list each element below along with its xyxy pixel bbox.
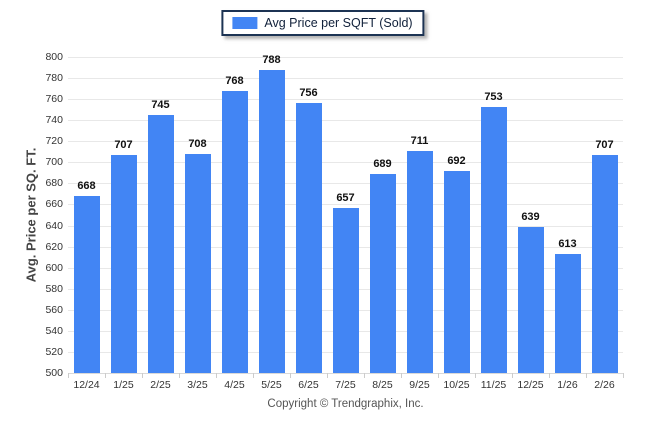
x-axis-tick-label: 4/25 bbox=[224, 379, 245, 391]
bar-value-label: 756 bbox=[299, 87, 318, 100]
bar-8/25 bbox=[369, 173, 396, 373]
y-axis-tick-label: 700 bbox=[45, 156, 63, 169]
y-axis-tick-label: 620 bbox=[45, 240, 63, 253]
bar-value-label: 745 bbox=[151, 98, 170, 111]
x-axis-tick-label: 3/25 bbox=[187, 379, 208, 391]
x-axis-tick-mark bbox=[438, 373, 439, 378]
x-axis-tick-label: 5/25 bbox=[261, 379, 282, 391]
x-axis-tick-mark bbox=[586, 373, 587, 378]
bar-6/25 bbox=[295, 103, 322, 373]
bar-2/26 bbox=[591, 154, 618, 373]
y-axis-tick-label: 520 bbox=[45, 345, 63, 358]
y-axis-tick-label: 660 bbox=[45, 198, 63, 211]
copyright-text: Copyright © Trendgraphix, Inc. bbox=[267, 398, 424, 410]
gridline bbox=[68, 120, 623, 122]
bar-value-label: 707 bbox=[114, 138, 133, 151]
gridline bbox=[68, 99, 623, 101]
bar-10/25 bbox=[443, 170, 470, 373]
bar-value-label: 768 bbox=[225, 74, 244, 87]
y-axis-tick-label: 740 bbox=[45, 114, 63, 127]
gridline bbox=[68, 183, 623, 185]
y-axis-tick-label: 680 bbox=[45, 177, 63, 190]
gridline bbox=[68, 57, 623, 58]
x-axis-tick-label: 8/25 bbox=[372, 379, 393, 391]
legend: Avg Price per SQFT (Sold) bbox=[221, 10, 425, 36]
bar-value-label: 689 bbox=[373, 157, 392, 170]
x-axis-tick-label: 12/25 bbox=[517, 379, 544, 391]
x-axis-tick-label: 12/24 bbox=[73, 379, 100, 391]
bar-1/26 bbox=[554, 253, 581, 373]
x-axis-tick-mark bbox=[401, 373, 402, 378]
x-axis-tick-mark bbox=[549, 373, 550, 378]
x-axis-tick-label: 1/25 bbox=[113, 379, 134, 391]
x-axis-tick-mark bbox=[290, 373, 291, 378]
bar-2/25 bbox=[147, 114, 174, 373]
bar-3/25 bbox=[184, 153, 211, 373]
x-axis-tick-label: 11/25 bbox=[480, 379, 507, 391]
y-axis-tick-label: 560 bbox=[45, 303, 63, 316]
x-axis-tick-mark bbox=[179, 373, 180, 378]
bar-value-label: 657 bbox=[336, 191, 355, 204]
bar-value-label: 753 bbox=[484, 90, 503, 103]
bar-value-label: 711 bbox=[410, 134, 429, 147]
x-axis-tick-label: 9/25 bbox=[409, 379, 430, 391]
bar-5/25 bbox=[258, 69, 285, 373]
bar-value-label: 668 bbox=[77, 180, 96, 193]
x-axis-tick-mark bbox=[512, 373, 513, 378]
x-axis-tick-label: 7/25 bbox=[335, 379, 356, 391]
y-axis-tick-label: 720 bbox=[45, 135, 63, 148]
bar-7/25 bbox=[332, 207, 359, 373]
y-axis-tick-label: 800 bbox=[45, 51, 63, 63]
bar-12/24 bbox=[73, 196, 100, 373]
x-axis-tick-label: 10/25 bbox=[443, 379, 470, 391]
x-axis-tick-mark bbox=[364, 373, 365, 378]
gridline bbox=[68, 204, 623, 206]
x-axis-tick-mark bbox=[68, 373, 69, 378]
x-axis-tick-mark bbox=[253, 373, 254, 378]
bar-value-label: 708 bbox=[188, 137, 207, 150]
x-axis-tick-mark bbox=[327, 373, 328, 378]
x-axis-tick-mark bbox=[475, 373, 476, 378]
bar-9/25 bbox=[406, 150, 433, 373]
x-axis-tick-mark bbox=[216, 373, 217, 378]
bar-1/25 bbox=[110, 154, 137, 373]
y-axis-tick-label: 600 bbox=[45, 261, 63, 274]
x-axis-tick-mark bbox=[105, 373, 106, 378]
x-axis-tick-label: 2/25 bbox=[150, 379, 171, 391]
y-axis-tick-label: 540 bbox=[45, 324, 63, 337]
x-axis-tick-label: 6/25 bbox=[298, 379, 319, 391]
bar-12/25 bbox=[517, 226, 544, 373]
x-axis-tick-label: 1/26 bbox=[557, 379, 578, 391]
legend-label: Avg Price per SQFT (Sold) bbox=[264, 16, 413, 30]
y-axis-tick-label: 580 bbox=[45, 282, 63, 295]
y-axis-tick-label: 760 bbox=[45, 93, 63, 106]
gridline bbox=[68, 141, 623, 143]
y-axis-tick-label: 780 bbox=[45, 72, 63, 85]
y-axis-tick-label: 500 bbox=[45, 367, 63, 379]
bar-value-label: 613 bbox=[558, 237, 577, 250]
x-axis-tick-mark bbox=[623, 373, 624, 378]
gridline bbox=[68, 373, 623, 374]
bar-4/25 bbox=[221, 90, 248, 373]
x-axis-tick-mark bbox=[142, 373, 143, 378]
legend-swatch-icon bbox=[232, 17, 258, 29]
bar-value-label: 639 bbox=[521, 210, 540, 223]
x-axis-tick-label: 2/26 bbox=[594, 379, 615, 391]
bar-11/25 bbox=[480, 106, 507, 373]
bar-value-label: 692 bbox=[447, 154, 466, 167]
gridline bbox=[68, 78, 623, 80]
bar-value-label: 707 bbox=[595, 138, 614, 151]
y-axis-tick-label: 640 bbox=[45, 219, 63, 232]
plot-area: 500 520 540 560 580 600 620 640 660 680 700 720 740 7… bbox=[45, 51, 624, 391]
gridline bbox=[68, 162, 623, 164]
bar-value-label: 788 bbox=[262, 53, 281, 66]
